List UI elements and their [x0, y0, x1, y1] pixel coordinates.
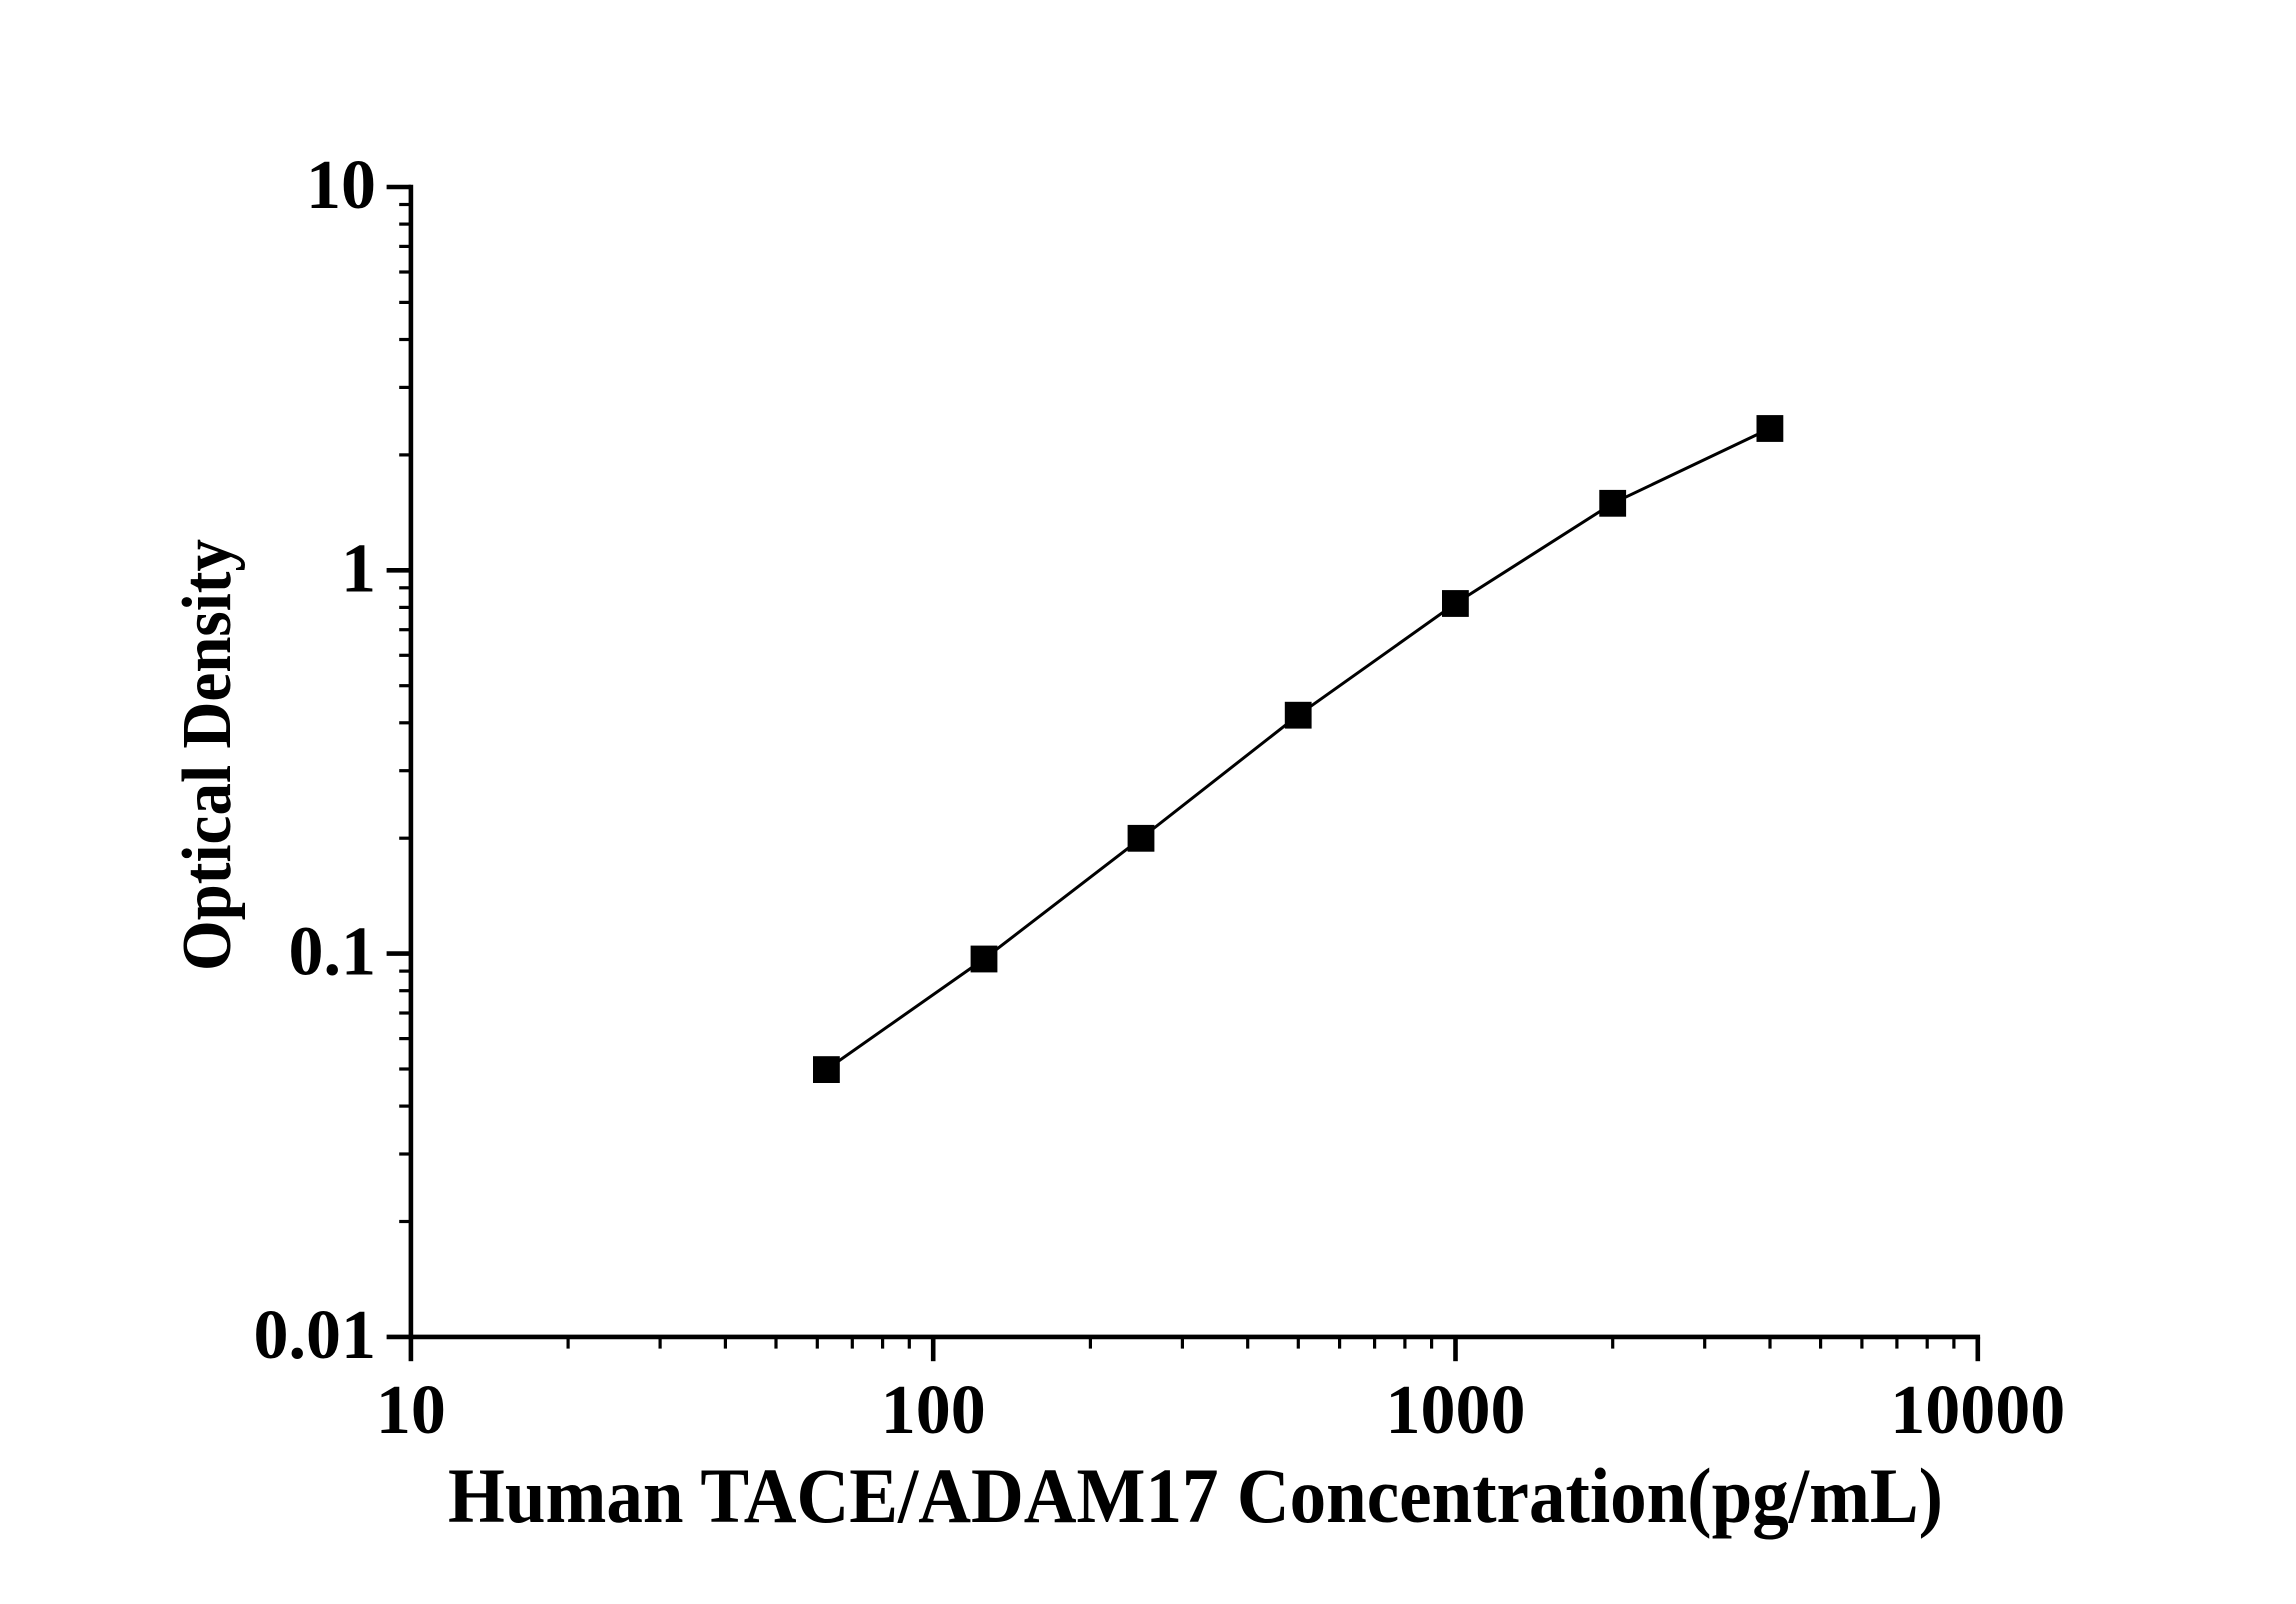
svg-text:10: 10	[376, 1372, 446, 1449]
svg-text:0.1: 0.1	[289, 914, 377, 991]
svg-text:10000: 10000	[1890, 1372, 2065, 1449]
svg-text:1: 1	[341, 530, 376, 607]
svg-text:Human TACE/ADAM17 Concentratio: Human TACE/ADAM17 Concentration(pg/mL)	[448, 1452, 1943, 1539]
svg-text:Optical Density: Optical Density	[169, 539, 246, 971]
svg-text:100: 100	[881, 1372, 986, 1449]
svg-text:1000: 1000	[1386, 1372, 1526, 1449]
svg-text:10: 10	[306, 147, 376, 224]
svg-text:0.01: 0.01	[254, 1297, 377, 1374]
